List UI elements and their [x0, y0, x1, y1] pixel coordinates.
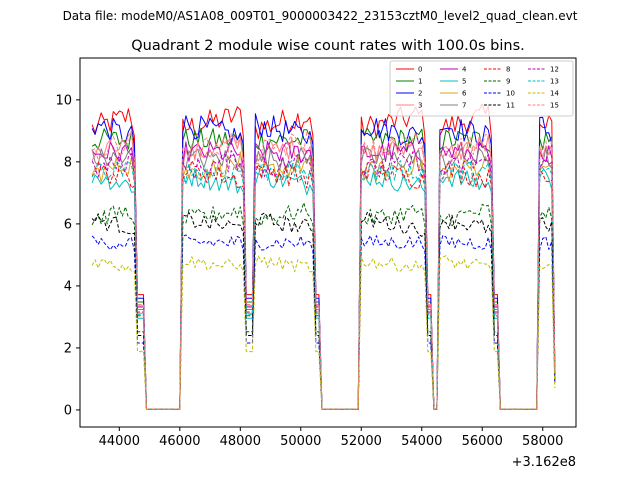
- legend-label-6: 6: [462, 90, 467, 98]
- legend-label-14: 14: [550, 90, 559, 98]
- legend-label-5: 5: [462, 78, 466, 86]
- y-tick-label: 8: [64, 155, 72, 170]
- y-tick-label: 2: [64, 341, 72, 356]
- legend-frame: [389, 60, 574, 117]
- suptitle: Data file: modeM0/AS1A08_009T01_90000034…: [63, 9, 578, 23]
- x-tick-label: 46000: [159, 434, 200, 449]
- legend-label-12: 12: [550, 66, 559, 74]
- x-tick-label: 48000: [220, 434, 261, 449]
- x-tick-label: 56000: [462, 434, 503, 449]
- series-line-15: [91, 129, 556, 410]
- legend-label-1: 1: [418, 78, 422, 86]
- y-tick-label: 6: [64, 217, 72, 232]
- x-tick-label: 54000: [401, 434, 442, 449]
- legend-label-8: 8: [506, 66, 510, 74]
- x-tick-label: 52000: [341, 434, 382, 449]
- legend-label-15: 15: [550, 102, 559, 110]
- legend-label-0: 0: [418, 66, 422, 74]
- legend-label-10: 10: [506, 90, 515, 98]
- x-tick-label: 58000: [522, 434, 563, 449]
- y-axis: 0 2 4 6 8 10: [55, 93, 80, 418]
- y-tick-label: 0: [64, 403, 72, 418]
- x-axis: 44000 46000 48000 50000 52000 54000 56000 58000: [99, 427, 563, 449]
- y-tick-label: 4: [64, 279, 72, 294]
- y-tick-label: 10: [55, 93, 72, 108]
- legend-label-2: 2: [418, 90, 422, 98]
- legend-label-13: 13: [550, 78, 559, 86]
- series-layer: [91, 103, 556, 410]
- x-tick-label: 44000: [99, 434, 140, 449]
- chart-title: Quadrant 2 module wise count rates with …: [131, 38, 525, 54]
- x-offset-text: +3.162e8: [512, 455, 576, 470]
- legend-label-4: 4: [462, 66, 467, 74]
- plot-frame: [79, 57, 577, 428]
- legend-label-11: 11: [506, 102, 515, 110]
- x-tick-label: 50000: [280, 434, 321, 449]
- legend-label-7: 7: [462, 102, 466, 110]
- legend-label-3: 3: [418, 102, 422, 110]
- legend-label-9: 9: [506, 78, 510, 86]
